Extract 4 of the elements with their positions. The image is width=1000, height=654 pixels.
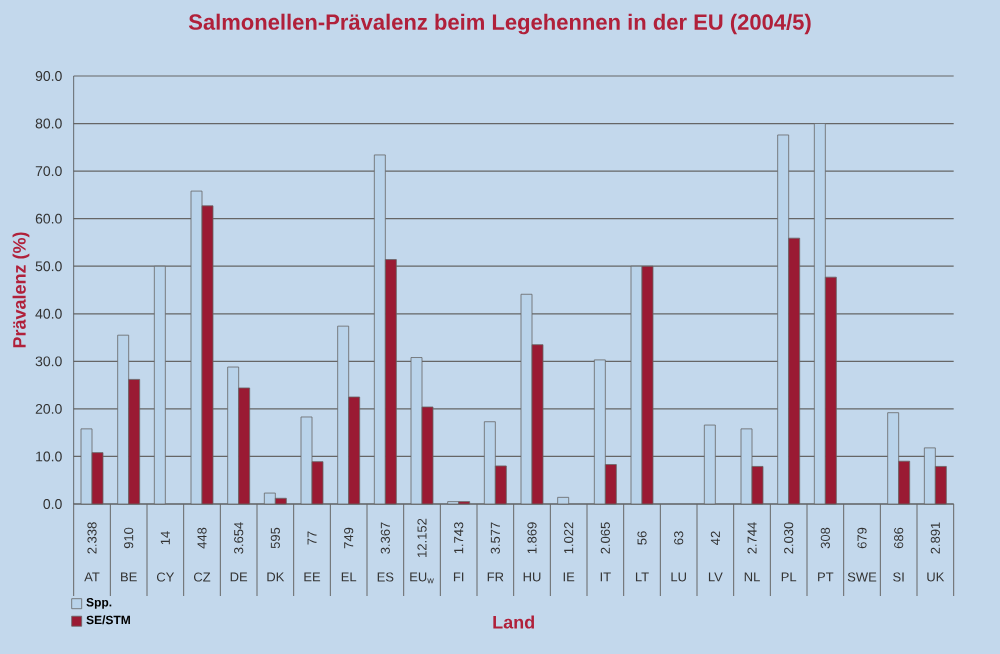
chart-title: Salmonellen-Prävalenz beim Legehennen in der EU (2004/5)	[188, 13, 811, 35]
y-axis-title: Prävalenz (%)	[12, 232, 30, 348]
x-axis-title: Land	[493, 615, 534, 629]
bar	[557, 496, 570, 505]
